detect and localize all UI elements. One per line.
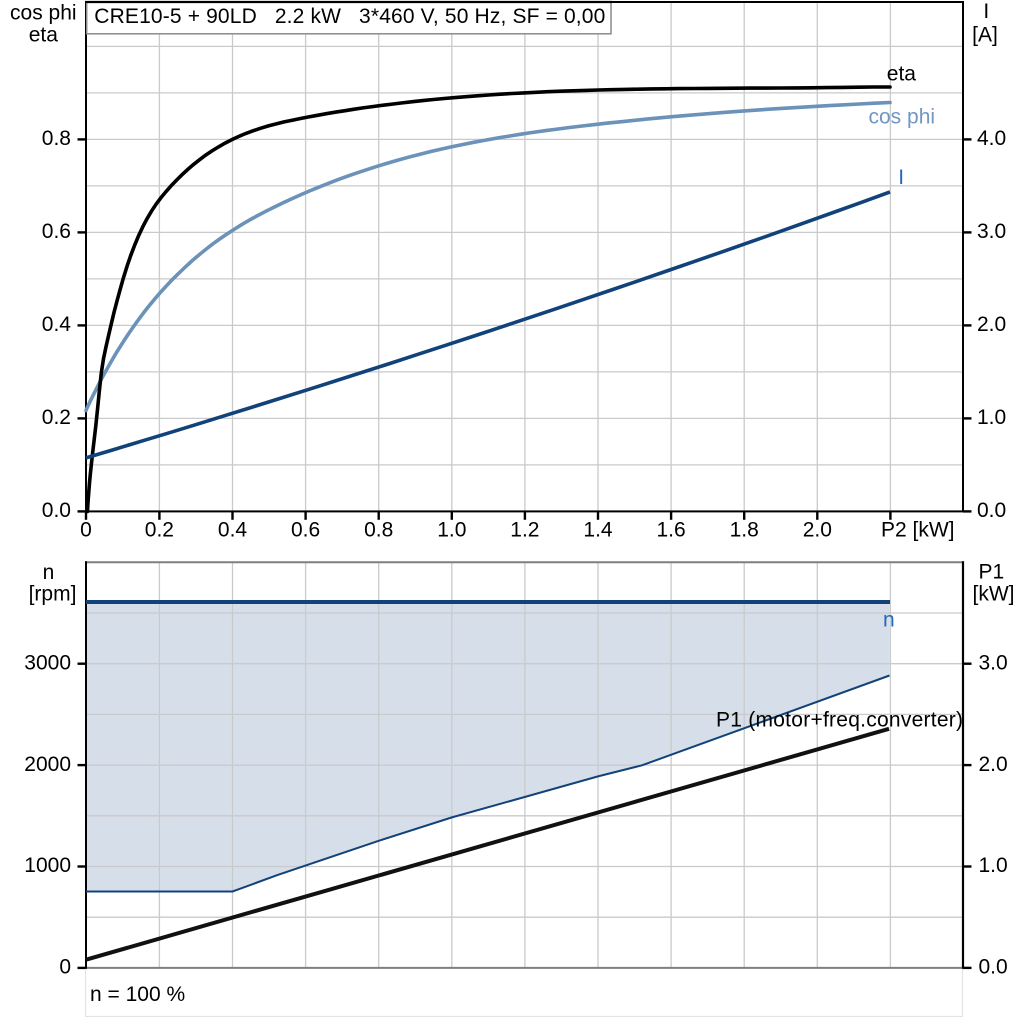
svg-text:0.0: 0.0	[42, 499, 71, 522]
svg-text:[rpm]: [rpm]	[29, 583, 77, 606]
svg-text:0.4: 0.4	[42, 313, 72, 336]
svg-text:2.0: 2.0	[803, 519, 832, 542]
svg-text:2.0: 2.0	[979, 753, 1008, 776]
svg-text:I: I	[898, 166, 904, 189]
svg-text:0.6: 0.6	[42, 220, 71, 243]
svg-text:eta: eta	[887, 62, 917, 85]
svg-text:n = 100 %: n = 100 %	[90, 983, 185, 1006]
svg-text:2.0: 2.0	[977, 313, 1006, 336]
svg-text:3000: 3000	[24, 651, 71, 674]
svg-text:cos phi: cos phi	[10, 2, 77, 25]
svg-text:[kW]: [kW]	[973, 583, 1015, 606]
svg-text:1.0: 1.0	[977, 406, 1006, 429]
svg-text:0.8: 0.8	[364, 519, 393, 542]
svg-text:1.8: 1.8	[730, 519, 759, 542]
svg-text:1.2: 1.2	[510, 519, 539, 542]
svg-text:3.0: 3.0	[977, 220, 1006, 243]
svg-text:cos phi: cos phi	[869, 106, 936, 129]
svg-text:n: n	[43, 561, 55, 584]
svg-text:1.0: 1.0	[437, 519, 466, 542]
svg-text:0.2: 0.2	[145, 519, 174, 542]
svg-text:eta: eta	[29, 23, 59, 46]
svg-text:3.0: 3.0	[979, 651, 1008, 674]
svg-text:n: n	[883, 609, 895, 632]
svg-text:[A]: [A]	[972, 24, 998, 47]
svg-text:0: 0	[80, 519, 92, 542]
svg-text:0.4: 0.4	[218, 519, 248, 542]
svg-text:0.6: 0.6	[291, 519, 320, 542]
svg-text:1.6: 1.6	[656, 519, 685, 542]
svg-text:1000: 1000	[24, 854, 71, 877]
svg-text:0.2: 0.2	[42, 406, 71, 429]
svg-text:I: I	[983, 0, 989, 23]
svg-text:1.4: 1.4	[583, 519, 613, 542]
svg-text:0.0: 0.0	[977, 499, 1006, 522]
svg-text:CRE10-5 + 90LD 2.2 kW 3*46: CRE10-5 + 90LD 2.2 kW 3*460 V, 50 Hz, SF…	[94, 5, 605, 28]
svg-text:P1: P1	[979, 561, 1005, 584]
svg-text:4.0: 4.0	[977, 127, 1006, 150]
svg-text:0.0: 0.0	[979, 956, 1008, 979]
svg-text:1.0: 1.0	[979, 854, 1008, 877]
svg-text:P1 (motor+freq.converter): P1 (motor+freq.converter)	[716, 709, 963, 732]
svg-text:P2 [kW]: P2 [kW]	[881, 519, 955, 542]
svg-text:0: 0	[59, 956, 71, 979]
svg-text:2000: 2000	[24, 753, 71, 776]
svg-text:0.8: 0.8	[42, 127, 71, 150]
